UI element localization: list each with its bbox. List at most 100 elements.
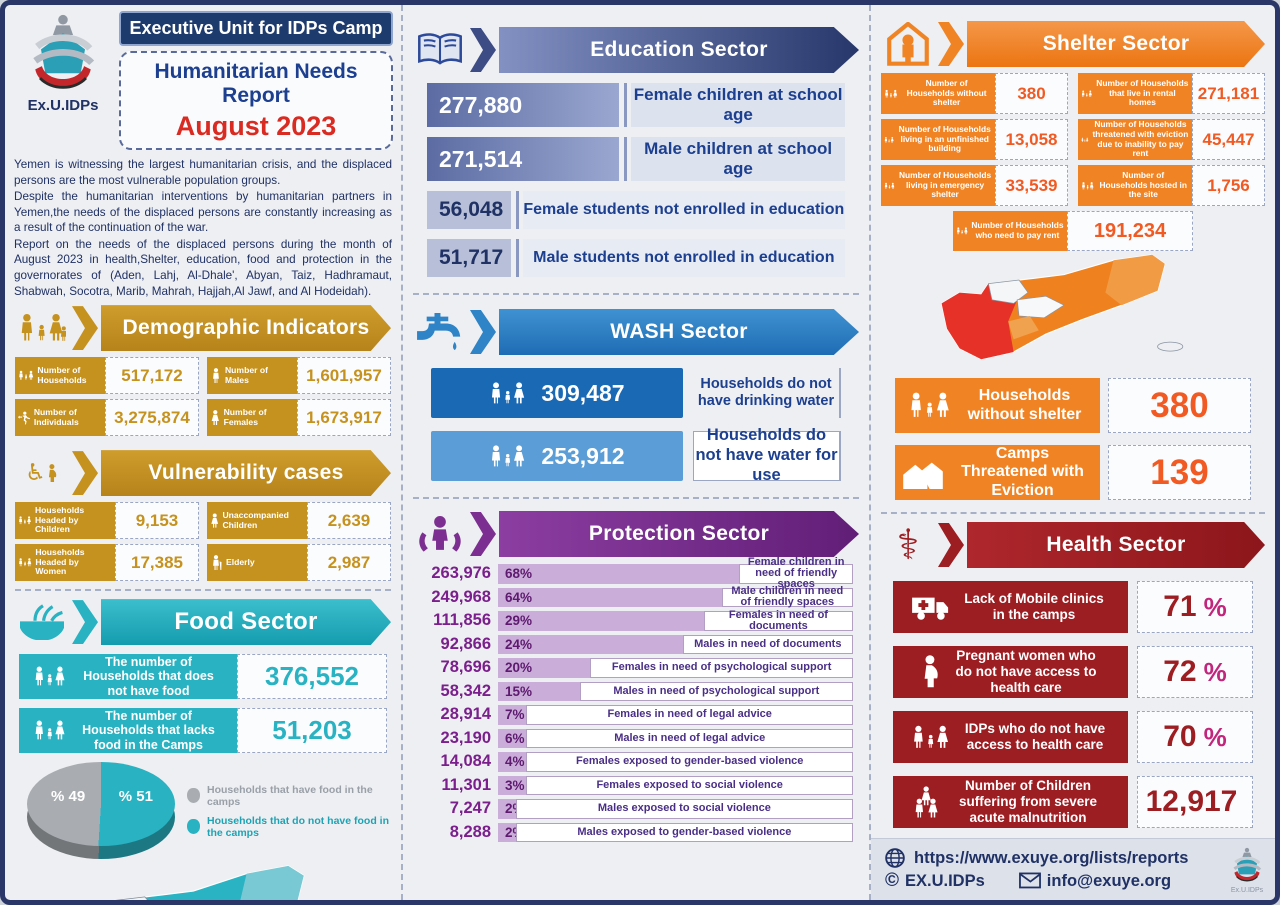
footer-url[interactable]: https://www.exuye.org/lists/reports [914,848,1189,867]
shelter-tile-value: 33,539 [995,165,1068,206]
shelter-tile-label: Number of Households who need to pay ren… [971,220,1064,240]
protection-bar: 24% Males in need of documents [498,634,853,656]
protection-row: 92,866 24% Males in need of documents [413,634,853,656]
footer-url-row: https://www.exuye.org/lists/reports [885,848,1221,868]
protection-value: 23,190 [440,728,491,747]
shelter-tile: Number of Households without shelter 380 [881,73,1068,114]
protection-title: Protection Sector [499,511,859,557]
education-label: Male children at school age [631,137,845,181]
protection-bar: 64% Male children in need of friendly sp… [498,586,853,609]
org-logo-name: Ex.U.IDPs [27,97,99,114]
stat-individuals: Number of Individuals 3,275,874 [15,399,199,437]
stat-unaccompanied-children: Unaccompanied Children 2,639 [207,502,391,540]
family-icon [884,133,894,147]
report-header: Ex.U.IDPs Executive Unit for IDPs Camp H… [13,11,393,150]
education-value: 51,717 [439,246,504,269]
protection-percent: 20% [505,660,533,676]
chevron-icon [72,306,98,351]
education-value: 271,514 [439,145,523,172]
stat-elderly: Elderly 2,987 [207,544,391,582]
protection-value: 14,084 [440,752,491,771]
protection-percent: 64% [505,589,533,605]
health-row: Lack of Mobile clinics in the camps 71% [893,581,1253,633]
stat-label: Unaccompanied Children [222,509,289,530]
education-value: 277,880 [439,91,523,118]
stat-males: Number of Males 1,601,957 [207,357,391,395]
health-title: Health Sector [967,522,1265,568]
section-divider [413,293,859,295]
family-icon [489,445,527,468]
pie-label-left: % 49 [51,788,86,806]
health-unit: % [1203,591,1227,622]
elderly-icon [210,555,223,571]
org-logo: Ex.U.IDPs [13,11,113,150]
family-icon [1081,133,1089,147]
protection-value: 8,288 [449,822,491,841]
legend-item: Households that have food in the camps [187,784,393,808]
protection-label: Males in need of legal advice [526,728,853,748]
email-icon [1018,872,1041,889]
section-divider [413,497,859,499]
health-banner: ⚕ Health Sector [881,522,1265,568]
education-value: 56,048 [439,198,504,221]
health-row: IDPs who do not have access to health ca… [893,711,1253,763]
male-icon [213,367,219,383]
stat-label: Number of Households [37,364,87,385]
education-bar: 56,048 [427,191,511,229]
shelter-tile: Number of Households that live in rental… [1078,73,1265,114]
health-label: IDPs who do not have access to health ca… [964,721,1106,752]
chevron-icon [470,310,496,354]
legend-item: Households that do not have food in the … [187,815,393,839]
stat-label: Number of Individuals [33,406,79,427]
demographics-title: Demographic Indicators [101,305,391,352]
family-icon [908,392,952,419]
legend-label: Households that have food in the camps [207,783,373,808]
shelter-big-tile: Households without shelter 380 [895,378,1251,433]
protection-row: 78,696 20% Females in need of psychologi… [413,657,853,679]
education-row: 56,048 Female students not enrolled in e… [427,191,845,229]
family-icon [911,725,951,750]
yemen-map-shelter [879,253,1267,366]
protection-percent: 29% [505,613,533,629]
shelter-tile-label: Number of Households threatened with evi… [1092,119,1189,159]
protection-value: 263,976 [431,564,491,583]
yemen-map-shelter-svg [940,254,1184,360]
stat-value: 517,172 [105,357,199,395]
protection-row: 249,968 64% Male children in need of fri… [413,586,853,609]
protection-percent: 68% [505,566,533,582]
vulnerability-banner: ♿ Vulnerability cases [15,450,391,497]
protection-row: 28,914 7% Females in need of legal advic… [413,704,853,726]
wheelchair-icon: ♿ [25,459,46,486]
education-label: Male students not enrolled in education [522,239,845,277]
education-bar: 277,880 [427,83,620,127]
report-month: August 2023 [175,111,337,141]
shelter-title: Shelter Sector [967,21,1265,67]
demographics-banner: Demographic Indicators [15,305,391,352]
vulnerability-icons: ♿ [15,459,69,486]
stat-label: Number of Females [223,406,267,427]
footer-org-name: EX.U.IDPs [905,871,985,890]
family-icon [18,555,32,570]
protection-value: 28,914 [440,705,491,724]
footer-logo-caption: Ex.U.IDPs [1230,886,1264,894]
intro-text: Yemen is witnessing the largest humanita… [14,157,392,299]
hands-holding-person-icon [413,515,467,553]
education-row: 271,514 Male children at school age [427,137,845,181]
protection-banner: Protection Sector [413,511,859,557]
copyright-icon: © [885,870,899,891]
shelter-banner: Shelter Sector [881,21,1265,67]
protection-label: Males in need of documents [682,634,853,654]
health-row: Pregnant women who do not have access to… [893,646,1253,698]
pie-label-right: % 51 [118,788,153,806]
big-tile-value: 380 [1108,378,1251,433]
food-stat-value: 376,552 [237,654,387,700]
shelter-tile: Number of Households who need to pay ren… [952,211,1194,251]
education-title: Education Sector [499,27,859,73]
shelter-tile: Number of Households living in emergency… [881,165,1068,206]
shelter-tile-value: 45,447 [1192,119,1265,160]
left-column: Ex.U.IDPs Executive Unit for IDPs Camp H… [5,5,401,900]
education-banner: Education Sector [413,27,859,73]
footer-email[interactable]: info@exuye.org [1046,871,1172,890]
wash-value: 309,487 [541,379,625,406]
health-label: Number of Children suffering from severe… [958,778,1098,825]
